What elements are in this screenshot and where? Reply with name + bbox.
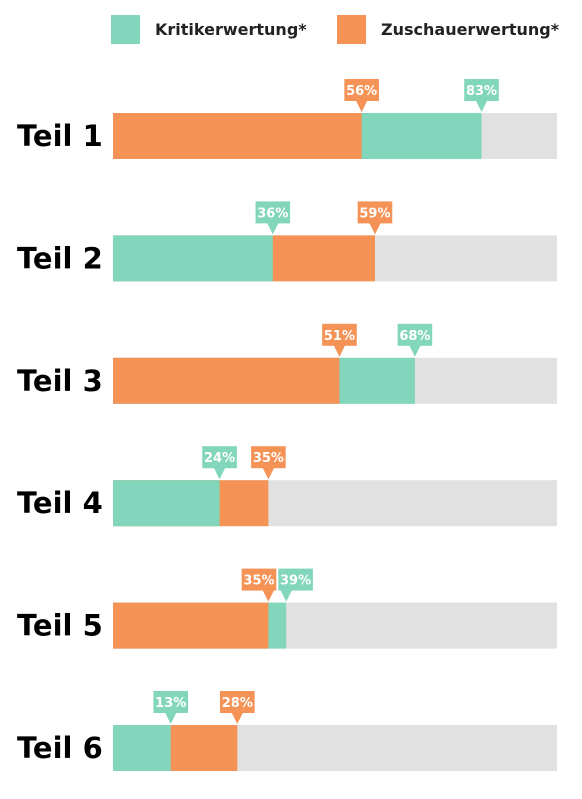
badge-box [357,201,393,224]
row-label: Teil 6 [17,731,103,765]
badge-pointer [333,344,346,357]
badge-pointer [280,589,293,602]
badge-box [202,446,237,469]
data-label: 68% [399,329,430,344]
value-badge: 24% [202,446,237,480]
badge-box [255,201,291,224]
value-badge: 83% [464,79,499,112]
bar-row: Teil 1 83% 56% [17,79,557,159]
data-label: 36% [257,206,288,221]
bar-segment [113,113,362,159]
legend-label: Kritikerwertung* [155,20,307,39]
row-label: Teil 1 [17,119,103,153]
bar-segment [113,602,269,649]
value-badge: 39% [278,568,313,602]
value-badge: 28% [220,691,255,724]
badge-box [241,568,277,591]
chart-rows: Teil 183%56%Teil 236% 59%Teil 368%51%Teil… [17,79,557,771]
bar-row: Teil 2 36% 59% [17,201,557,282]
badge-box [464,79,499,101]
badge-box [344,79,379,101]
legend-label: Zuschauerwertung* [381,20,560,39]
bar-segment [113,480,220,527]
value-badge: 35% [251,446,286,480]
badge-pointer [266,222,279,235]
row-label: Teil 4 [17,486,103,520]
badge-box [153,691,189,713]
badge-pointer [213,467,226,480]
data-label: 24% [204,451,235,466]
row-label: Teil 2 [17,241,103,275]
badge-pointer [164,712,177,724]
badge-pointer [262,467,275,480]
data-label: 59% [359,206,390,221]
badge-pointer [368,222,381,235]
badge-pointer [262,589,275,602]
badge-pointer [231,712,244,724]
badge-box [278,568,313,591]
value-badge: 36% [255,201,291,235]
data-label: 56% [346,84,377,99]
badge-pointer [355,100,368,112]
value-badge: 35% [241,568,277,602]
data-label: 13% [155,696,186,711]
data-label: 51% [324,329,355,344]
data-label: 28% [222,696,253,711]
bar-row: Teil 5 39% 35% [17,568,557,649]
bar-row: Teil 6 13% 28% [17,691,557,771]
legend: Kritikerwertung* Zuschauerwertung* [111,15,560,44]
badge-pointer [475,100,488,112]
value-badge: 56% [344,79,379,112]
bar-segment [113,725,171,771]
value-badge: 68% [397,323,433,357]
data-label: 35% [243,574,274,589]
value-badge: 13% [153,691,189,724]
bar-segment [113,357,340,404]
badge-pointer [408,344,421,357]
bar-segment [113,235,273,282]
value-badge: 51% [322,323,357,357]
row-label: Teil 5 [17,609,103,643]
data-label: 83% [466,84,497,99]
bar-row: Teil 3 68% 51% [17,323,557,404]
bar-row: Teil 4 24% 35% [17,446,557,527]
legend-swatch [337,15,366,44]
badge-box [251,446,286,469]
legend-swatch [111,15,140,44]
badge-box [220,691,255,713]
badge-box [397,323,433,346]
badge-box [322,323,357,346]
row-label: Teil 3 [17,364,103,398]
data-label: 35% [253,451,284,466]
data-label: 39% [280,574,311,589]
value-badge: 59% [357,201,393,235]
